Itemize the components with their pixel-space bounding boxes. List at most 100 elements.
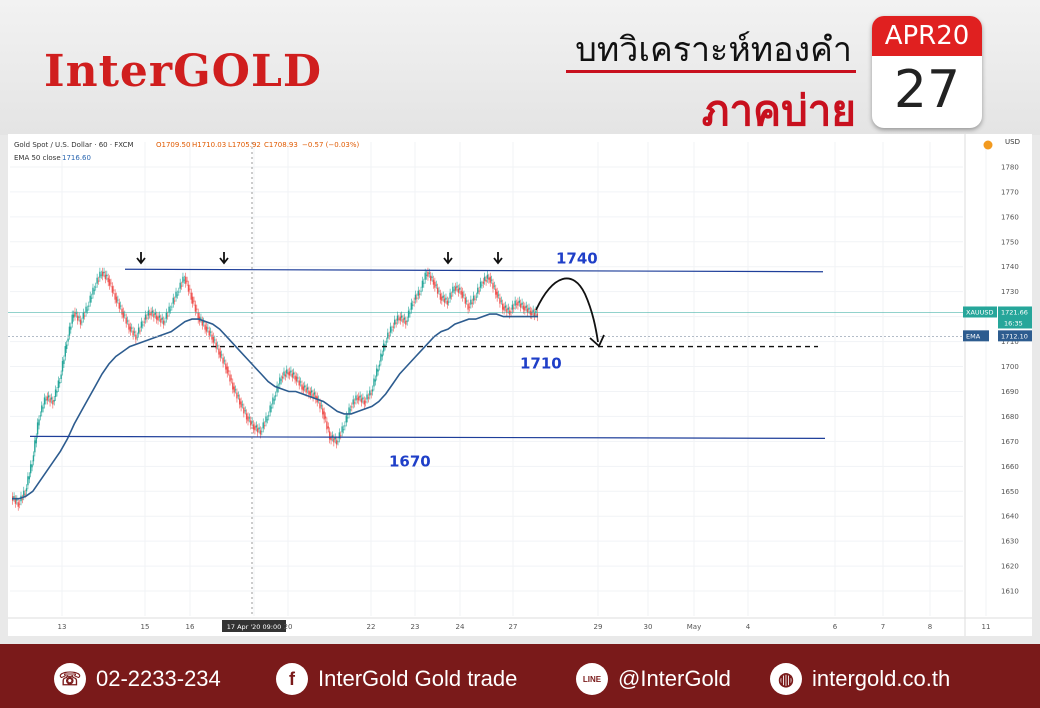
candle-body: [432, 279, 435, 285]
candle-body: [146, 317, 148, 319]
candle-body: [475, 296, 478, 298]
y-tick-label: 1630: [1001, 538, 1019, 546]
y-tick-label: 1650: [1001, 488, 1019, 496]
candle-body: [528, 307, 530, 310]
candle-body: [38, 419, 40, 426]
candle-body: [72, 314, 75, 318]
footer-line[interactable]: LINE @InterGold: [576, 663, 731, 695]
candle-body: [21, 498, 24, 500]
footer-facebook[interactable]: f InterGold Gold trade: [276, 663, 517, 695]
candle-body: [414, 294, 417, 300]
candle-body: [68, 326, 71, 336]
candle-body: [93, 289, 96, 291]
candle-body: [119, 305, 122, 307]
candle-body: [524, 306, 526, 311]
candle-body: [137, 327, 140, 334]
candle-body: [417, 290, 419, 296]
candle-body: [535, 310, 537, 314]
candle-body: [90, 297, 93, 299]
candle-body: [283, 371, 285, 376]
x-tick-label: 23: [411, 623, 420, 631]
candle-body: [131, 327, 133, 329]
candle-body: [140, 321, 143, 328]
candle-body: [471, 302, 473, 304]
candle-body: [218, 348, 220, 355]
symbol-tag: XAUUSD: [966, 308, 994, 316]
candle-body: [403, 317, 406, 320]
candle-body: [532, 309, 534, 313]
candle-body: [16, 499, 18, 501]
candle-body: [269, 405, 271, 413]
candle-body: [510, 311, 512, 313]
legend-symbol: Gold Spot / U.S. Dollar · 60 · FXCM: [14, 141, 134, 149]
candle-body: [53, 399, 55, 402]
candle-body: [477, 287, 479, 294]
candle-body: [536, 313, 539, 318]
candle-body: [46, 396, 48, 401]
candle-body: [334, 437, 336, 440]
candle-body: [88, 305, 90, 307]
candle-body: [396, 315, 399, 321]
candle-body: [331, 435, 334, 438]
candle-body: [160, 318, 162, 323]
candle-body: [308, 390, 310, 395]
candle-body: [459, 287, 461, 290]
candle-body: [398, 318, 400, 320]
candle-body: [158, 315, 161, 318]
alert-icon[interactable]: [983, 140, 993, 150]
calendar-month: APR20: [872, 16, 982, 56]
candle-body: [345, 415, 347, 423]
candle-body: [227, 370, 230, 372]
candle-body: [302, 386, 305, 391]
candle-body: [262, 422, 264, 429]
candle-body: [117, 299, 119, 301]
candle-body: [423, 282, 425, 284]
candle-body: [294, 375, 296, 380]
candle-body: [418, 293, 421, 295]
candle-body: [186, 280, 188, 282]
candle-body: [173, 300, 176, 302]
candle-body: [135, 334, 137, 340]
candle-body: [355, 395, 357, 401]
candle-body: [443, 298, 446, 303]
candle-body: [179, 282, 181, 289]
candle-body: [441, 296, 443, 301]
footer-phone[interactable]: ☏ 02-2233-234: [54, 663, 221, 695]
down-arrow-icon: [219, 252, 229, 265]
chart-grid: [8, 134, 1032, 636]
candle-body: [251, 421, 253, 423]
globe-icon: ◍: [770, 663, 802, 695]
candle-body: [301, 384, 303, 390]
candle-body: [463, 294, 465, 296]
candle-body: [35, 437, 37, 444]
candle-body: [59, 381, 61, 384]
candle-body: [525, 305, 527, 308]
candle-body: [205, 326, 208, 332]
candle-body: [344, 425, 346, 427]
level-label: 1710: [520, 355, 562, 373]
candle-body: [14, 499, 17, 504]
x-tick-label: 22: [367, 623, 376, 631]
projection-curve: [535, 277, 599, 343]
candle-body: [492, 282, 494, 289]
y-tick-label: 1690: [1001, 388, 1019, 396]
time-tag: 16:35: [1004, 319, 1023, 327]
candle-body: [526, 308, 529, 313]
projection-arrowhead-icon: [589, 334, 605, 348]
candle-body: [92, 287, 94, 295]
candle-body: [446, 300, 449, 305]
candle-body: [45, 399, 47, 401]
x-tick-label: 29: [594, 623, 603, 631]
candle-body: [248, 417, 251, 419]
candle-body: [196, 308, 198, 310]
candle-body: [200, 317, 202, 319]
footer-web[interactable]: ◍ intergold.co.th: [770, 663, 950, 695]
legend-low: L1705.92: [228, 141, 261, 149]
candle-body: [468, 306, 471, 308]
candle-body: [421, 280, 424, 288]
candles: [11, 267, 539, 511]
candle-body: [428, 272, 431, 274]
candle-body: [151, 310, 154, 313]
candle-body: [233, 386, 235, 393]
candle-body: [461, 291, 464, 298]
